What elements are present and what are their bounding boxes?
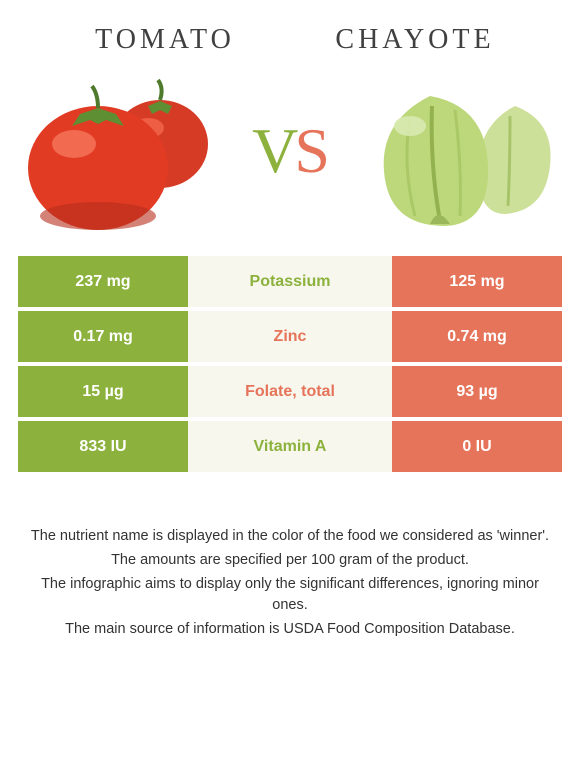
- footnote-line: The infographic aims to display only the…: [30, 574, 550, 618]
- vs-letter-s: S: [294, 119, 328, 183]
- right-value-cell: 125 mg: [392, 256, 562, 307]
- nutrient-row: 15 µgFolate, total93 µg: [18, 366, 562, 421]
- left-value-cell: 15 µg: [18, 366, 188, 417]
- nutrient-row: 833 IUVitamin A0 IU: [18, 421, 562, 476]
- left-food-title: Tomato: [40, 24, 290, 56]
- chayote-image: [360, 66, 560, 236]
- tomato-image: [20, 66, 220, 236]
- right-value-cell: 0.74 mg: [392, 311, 562, 362]
- left-value-cell: 0.17 mg: [18, 311, 188, 362]
- nutrient-name-cell: Potassium: [188, 256, 392, 307]
- infographic: Tomato Chayote V S: [0, 0, 580, 784]
- nutrient-name-cell: Folate, total: [188, 366, 392, 417]
- right-food-title: Chayote: [290, 24, 540, 56]
- nutrient-table: 237 mgPotassium125 mg0.17 mgZinc0.74 mg1…: [0, 256, 580, 476]
- right-value-cell: 93 µg: [392, 366, 562, 417]
- footnotes: The nutrient name is displayed in the co…: [0, 476, 580, 643]
- vs-label: V S: [252, 119, 328, 183]
- vs-letter-v: V: [252, 119, 296, 183]
- left-value-cell: 833 IU: [18, 421, 188, 472]
- left-value-cell: 237 mg: [18, 256, 188, 307]
- vs-row: V S: [0, 56, 580, 256]
- footnote-line: The nutrient name is displayed in the co…: [30, 526, 550, 548]
- nutrient-row: 0.17 mgZinc0.74 mg: [18, 311, 562, 366]
- nutrient-name-cell: Vitamin A: [188, 421, 392, 472]
- nutrient-row: 237 mgPotassium125 mg: [18, 256, 562, 311]
- titles-row: Tomato Chayote: [0, 0, 580, 56]
- right-value-cell: 0 IU: [392, 421, 562, 472]
- nutrient-name-cell: Zinc: [188, 311, 392, 362]
- footnote-line: The main source of information is USDA F…: [30, 619, 550, 641]
- footnote-line: The amounts are specified per 100 gram o…: [30, 550, 550, 572]
